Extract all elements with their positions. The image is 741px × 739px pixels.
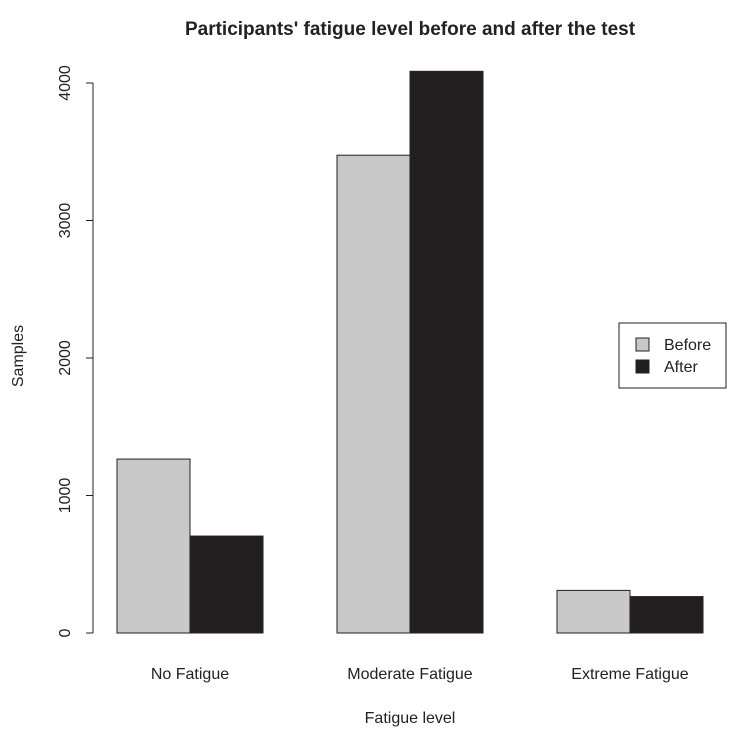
legend-label-after: After bbox=[664, 359, 698, 376]
legend-swatch-before bbox=[635, 337, 650, 352]
y-tick-label: 2000 bbox=[57, 340, 74, 376]
bar-after-2 bbox=[629, 596, 704, 634]
bar-before-2 bbox=[556, 589, 631, 634]
x-tick-label: Moderate Fatigue bbox=[347, 666, 473, 683]
bars bbox=[116, 70, 704, 634]
y-tick-label: 4000 bbox=[57, 65, 74, 101]
legend-swatch-after bbox=[635, 359, 650, 374]
bar-after-0 bbox=[189, 535, 264, 634]
x-tick-label: No Fatigue bbox=[151, 666, 229, 683]
y-ticks: 0 1000 2000 3000 4000 bbox=[57, 65, 93, 637]
legend-label-before: Before bbox=[664, 337, 711, 354]
y-tick-label: 0 bbox=[57, 628, 74, 637]
legend-box bbox=[618, 322, 727, 389]
x-tick-labels: No Fatigue Moderate Fatigue Extreme Fatigu… bbox=[151, 666, 689, 683]
legend: Before After bbox=[618, 322, 727, 389]
y-tick-label: 1000 bbox=[57, 478, 74, 514]
bar-before-1 bbox=[336, 154, 411, 634]
x-tick-label: Extreme Fatigue bbox=[571, 666, 688, 683]
y-tick-label: 3000 bbox=[57, 203, 74, 239]
x-axis-label: Fatigue level bbox=[365, 710, 456, 727]
y-axis-label: Samples bbox=[10, 325, 27, 387]
chart-title: Participants' fatigue level before and a… bbox=[185, 19, 636, 40]
bar-after-1 bbox=[409, 70, 484, 634]
y-axis: 0 1000 2000 3000 4000 bbox=[57, 65, 94, 637]
bar-before-0 bbox=[116, 458, 191, 634]
